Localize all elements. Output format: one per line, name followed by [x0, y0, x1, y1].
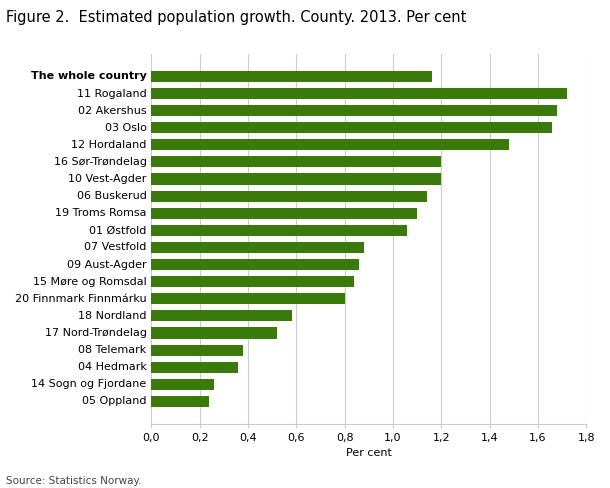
Bar: [151, 276, 354, 287]
Bar: [151, 396, 209, 407]
Text: Source: Statistics Norway.: Source: Statistics Norway.: [6, 476, 142, 486]
Bar: [151, 191, 427, 202]
X-axis label: Per cent: Per cent: [346, 448, 392, 458]
Bar: [151, 242, 364, 253]
Bar: [151, 327, 277, 339]
Bar: [151, 293, 345, 305]
Bar: [151, 139, 509, 150]
Bar: [151, 225, 407, 236]
Bar: [151, 310, 292, 322]
Bar: [151, 71, 432, 82]
Bar: [151, 208, 417, 219]
Bar: [151, 379, 214, 390]
Text: Figure 2.  Estimated population growth. County. 2013. Per cent: Figure 2. Estimated population growth. C…: [6, 10, 467, 25]
Bar: [151, 105, 557, 116]
Bar: [151, 362, 239, 373]
Bar: [151, 88, 567, 99]
Bar: [151, 173, 441, 184]
Bar: [151, 122, 553, 133]
Bar: [151, 156, 441, 167]
Bar: [151, 259, 359, 270]
Bar: [151, 345, 243, 356]
